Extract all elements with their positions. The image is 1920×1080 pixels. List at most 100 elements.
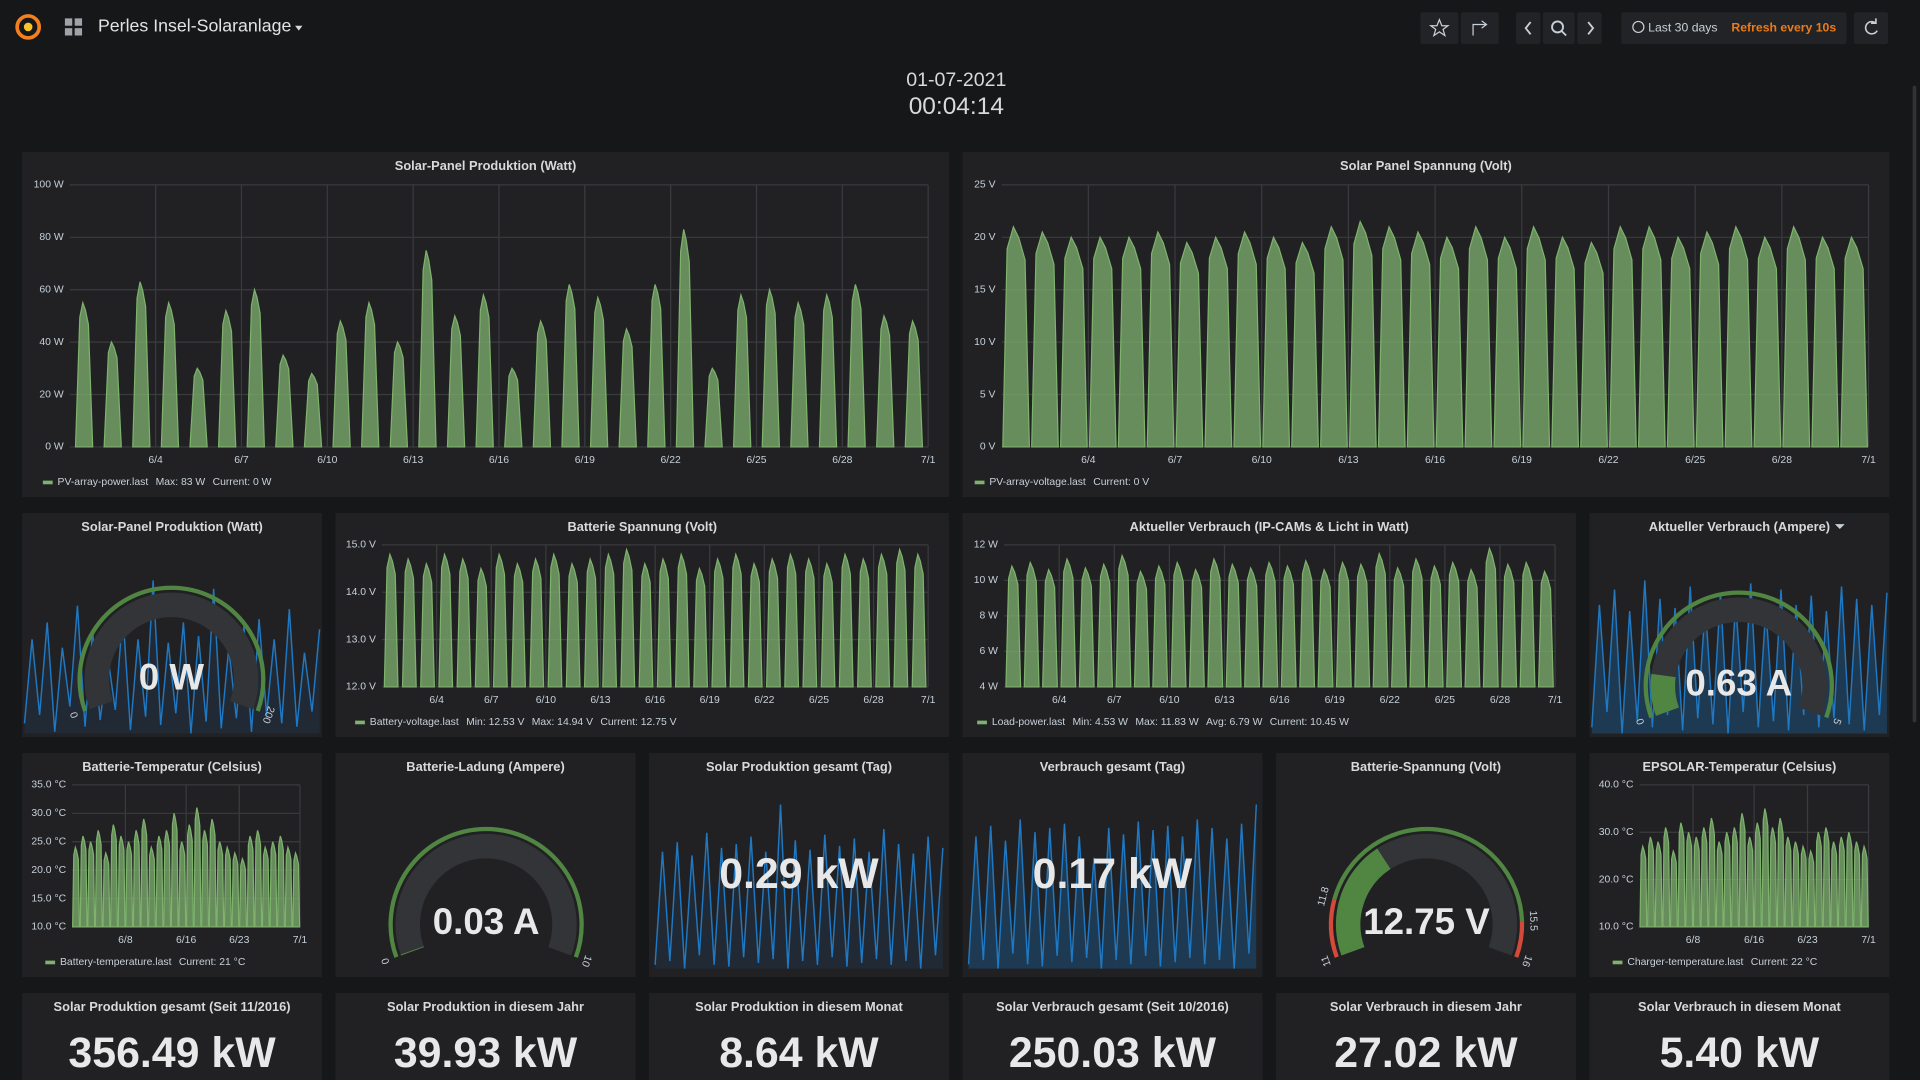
area-spike	[656, 556, 672, 688]
x-tick-label: 6/13	[403, 455, 423, 466]
stat-value: 0.29 kW	[719, 850, 879, 898]
y-tick-label: 35.0 °C	[31, 780, 66, 791]
area-spike	[1551, 235, 1580, 448]
area-spike	[1493, 235, 1522, 448]
area-spike	[561, 284, 580, 448]
y-tick-label: 12.0 V	[346, 682, 376, 693]
star-button[interactable]	[1420, 12, 1459, 45]
y-tick-label: 5 V	[980, 389, 996, 400]
gauge-threshold	[388, 826, 584, 958]
y-tick-label: 40.0 °C	[1599, 780, 1634, 791]
refresh-button[interactable]	[1853, 12, 1889, 45]
x-tick-label: 6/16	[1425, 455, 1445, 466]
share-button[interactable]	[1460, 12, 1499, 45]
time-range[interactable]: Last 30 days	[1648, 20, 1717, 34]
back-button[interactable]	[1515, 12, 1541, 45]
x-tick-label: 6/28	[1772, 455, 1792, 466]
sparkline	[654, 804, 944, 969]
panel	[1275, 753, 1576, 978]
area-spike	[1677, 822, 1686, 928]
area-spike	[125, 841, 134, 928]
x-tick-label: 6/10	[317, 455, 337, 466]
area-spike	[1464, 225, 1493, 448]
title-caret[interactable]	[295, 25, 303, 31]
area-spike	[189, 366, 208, 448]
x-tick-label: 6/7	[484, 695, 499, 706]
area-spike	[1580, 240, 1608, 448]
area-spike	[261, 845, 270, 928]
area-spike	[269, 841, 278, 928]
stat-value: 250.03 kW	[1009, 1029, 1217, 1077]
scrollbar[interactable]	[1912, 85, 1917, 723]
panel-title: Solar Verbrauch gesamt (Seit 10/2016)	[996, 999, 1229, 1014]
area-spike	[1761, 808, 1770, 928]
zoom-button[interactable]	[1542, 12, 1575, 45]
area-spike	[246, 835, 255, 928]
area-spike	[1170, 560, 1187, 688]
area-spike	[1204, 235, 1233, 448]
dashboards-icon[interactable]	[64, 18, 83, 36]
area-spike	[1335, 560, 1352, 688]
area-spike	[418, 250, 437, 448]
time-picker[interactable]: Last 30 days Refresh every 10s	[1621, 12, 1847, 45]
x-tick-label: 6/13	[1214, 695, 1234, 706]
area-spike	[223, 845, 232, 928]
area-spike	[1391, 566, 1407, 688]
area-spike	[1769, 827, 1778, 928]
y-tick-label: 15.0 V	[346, 540, 376, 551]
area-spike	[87, 841, 96, 928]
panel	[22, 993, 323, 1080]
x-tick-label: 6/16	[1269, 695, 1289, 706]
area-spike	[532, 319, 552, 448]
area-spike	[1117, 235, 1146, 448]
area-spike	[155, 835, 164, 928]
area-spike	[1464, 567, 1481, 688]
clock-date: 01-07-2021	[906, 69, 1006, 91]
x-tick-label: 6/4	[148, 455, 163, 466]
grafana-logo[interactable]	[15, 14, 42, 40]
area-spike	[784, 552, 800, 688]
area-spike	[904, 319, 924, 448]
dashboard-title[interactable]: Perles Insel-Solaranlage	[98, 16, 292, 36]
area-spike	[565, 561, 581, 688]
y-tick-label: 60 W	[39, 284, 63, 295]
area-spike	[1753, 822, 1762, 928]
area-spike	[383, 552, 399, 688]
x-tick-label: 6/10	[1159, 695, 1179, 706]
area-spike	[303, 372, 323, 448]
panel-menu-caret[interactable]	[1834, 524, 1845, 529]
area-spike	[1646, 836, 1656, 928]
legend-stat: Avg: 6.79 W	[1206, 717, 1263, 728]
gauge-tick-label: 11	[1320, 954, 1334, 968]
area-spike	[620, 547, 636, 688]
y-tick-label: 4 W	[979, 682, 998, 693]
x-tick-label: 6/19	[700, 695, 720, 706]
area-spike	[1853, 841, 1862, 928]
area-spike	[1860, 844, 1869, 928]
area-spike	[583, 556, 599, 688]
legend-stat: Current: 12.75 V	[600, 717, 676, 728]
area-spike	[1435, 235, 1464, 448]
panel-title: Solar Verbrauch in diesem Jahr	[1330, 999, 1522, 1014]
area-spike	[109, 824, 119, 928]
panel	[648, 753, 949, 978]
legend-stat: Min: 4.53 W	[1073, 717, 1129, 728]
area-spike	[1060, 557, 1077, 688]
legend-label: Battery-temperature.last	[60, 957, 172, 968]
area-spike	[732, 292, 752, 448]
area-spike	[216, 841, 225, 928]
panel-title: Solar-Panel Produktion (Watt)	[395, 158, 576, 173]
legend-stat: Current: 10.45 W	[1270, 717, 1349, 728]
area-spike	[1609, 225, 1637, 448]
area-spike	[1377, 225, 1406, 448]
area-spike	[529, 556, 545, 688]
area-spike	[729, 552, 745, 688]
area-spike	[332, 319, 351, 448]
area-spike	[711, 556, 727, 688]
x-tick-label: 6/4	[1052, 695, 1067, 706]
refresh-interval[interactable]: Refresh every 10s	[1731, 20, 1836, 34]
area-spike	[847, 284, 866, 448]
forward-button[interactable]	[1577, 12, 1602, 45]
panel-title: Solar Produktion in diesem Jahr	[387, 999, 584, 1014]
x-tick-label: 6/7	[1168, 455, 1183, 466]
